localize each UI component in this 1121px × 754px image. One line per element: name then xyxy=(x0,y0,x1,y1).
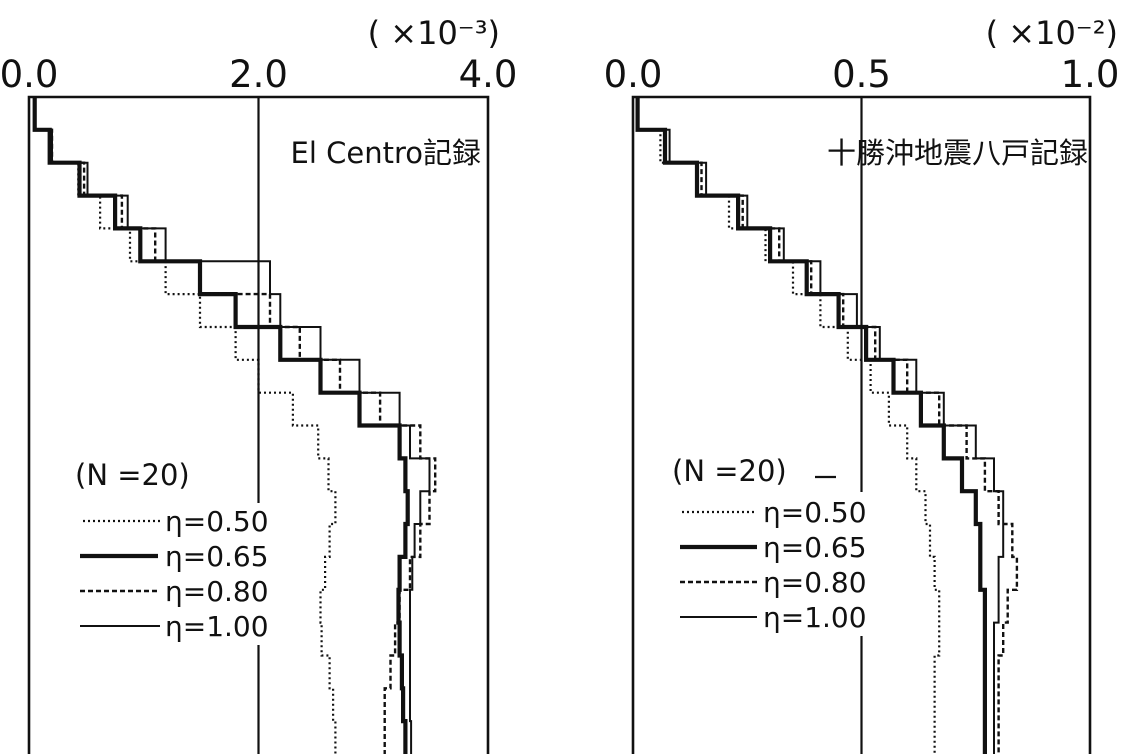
right-legend-title: (N =20) xyxy=(672,454,787,488)
left-legend-label-eta-100: η=1.00 xyxy=(165,610,269,643)
right-legend-label-eta-065: η=0.65 xyxy=(763,531,867,564)
left-series-line-eta-100 xyxy=(33,97,431,754)
right-legend-background xyxy=(664,492,878,636)
left-legend-label-eta-080: η=0.80 xyxy=(165,575,269,608)
left-panel: ( ×10⁻³) 0.0 2.0 4.0 El Centro記録 (N =20)… xyxy=(0,14,517,754)
left-axis-multiplier: ( ×10⁻³) xyxy=(368,14,500,52)
right-legend: (N =20) η=0.50 η=0.65 η=0.80 η=1.00 xyxy=(664,454,878,636)
left-series-line-eta-080 xyxy=(33,97,437,754)
left-legend: (N =20) η=0.50 η=0.65 η=0.80 η=1.00 xyxy=(62,458,278,645)
right-record-label: 十勝沖地震八戸記録 xyxy=(827,136,1088,170)
left-legend-title: (N =20) xyxy=(75,458,190,492)
right-axis-multiplier: ( ×10⁻²) xyxy=(986,14,1118,52)
right-x-tick-label-1: 0.5 xyxy=(832,53,891,96)
right-legend-label-eta-050: η=0.50 xyxy=(763,496,867,529)
left-x-tick-label-1: 2.0 xyxy=(229,53,288,96)
left-record-label: El Centro記録 xyxy=(291,136,481,170)
left-x-tick-label-0: 0.0 xyxy=(0,53,58,96)
right-series-line-eta-080 xyxy=(636,97,1019,754)
left-series-line-eta-050 xyxy=(33,97,337,754)
left-x-tick-label-2: 4.0 xyxy=(459,53,518,96)
right-legend-label-eta-100: η=1.00 xyxy=(763,601,867,634)
right-plot-frame xyxy=(631,95,1092,754)
right-x-tick-label-0: 0.0 xyxy=(604,53,663,96)
right-legend-label-eta-080: η=0.80 xyxy=(763,566,867,599)
left-legend-background xyxy=(62,503,278,645)
right-series-line-eta-100 xyxy=(636,97,1005,754)
right-x-tick-label-2: 1.0 xyxy=(1061,53,1120,96)
right-panel: ( ×10⁻²) 0.0 0.5 1.0 十勝沖地震八戸記録 (N =20) η… xyxy=(604,14,1120,754)
left-plot-frame xyxy=(27,95,490,754)
left-legend-label-eta-065: η=0.65 xyxy=(165,540,269,573)
left-legend-label-eta-050: η=0.50 xyxy=(165,505,269,538)
